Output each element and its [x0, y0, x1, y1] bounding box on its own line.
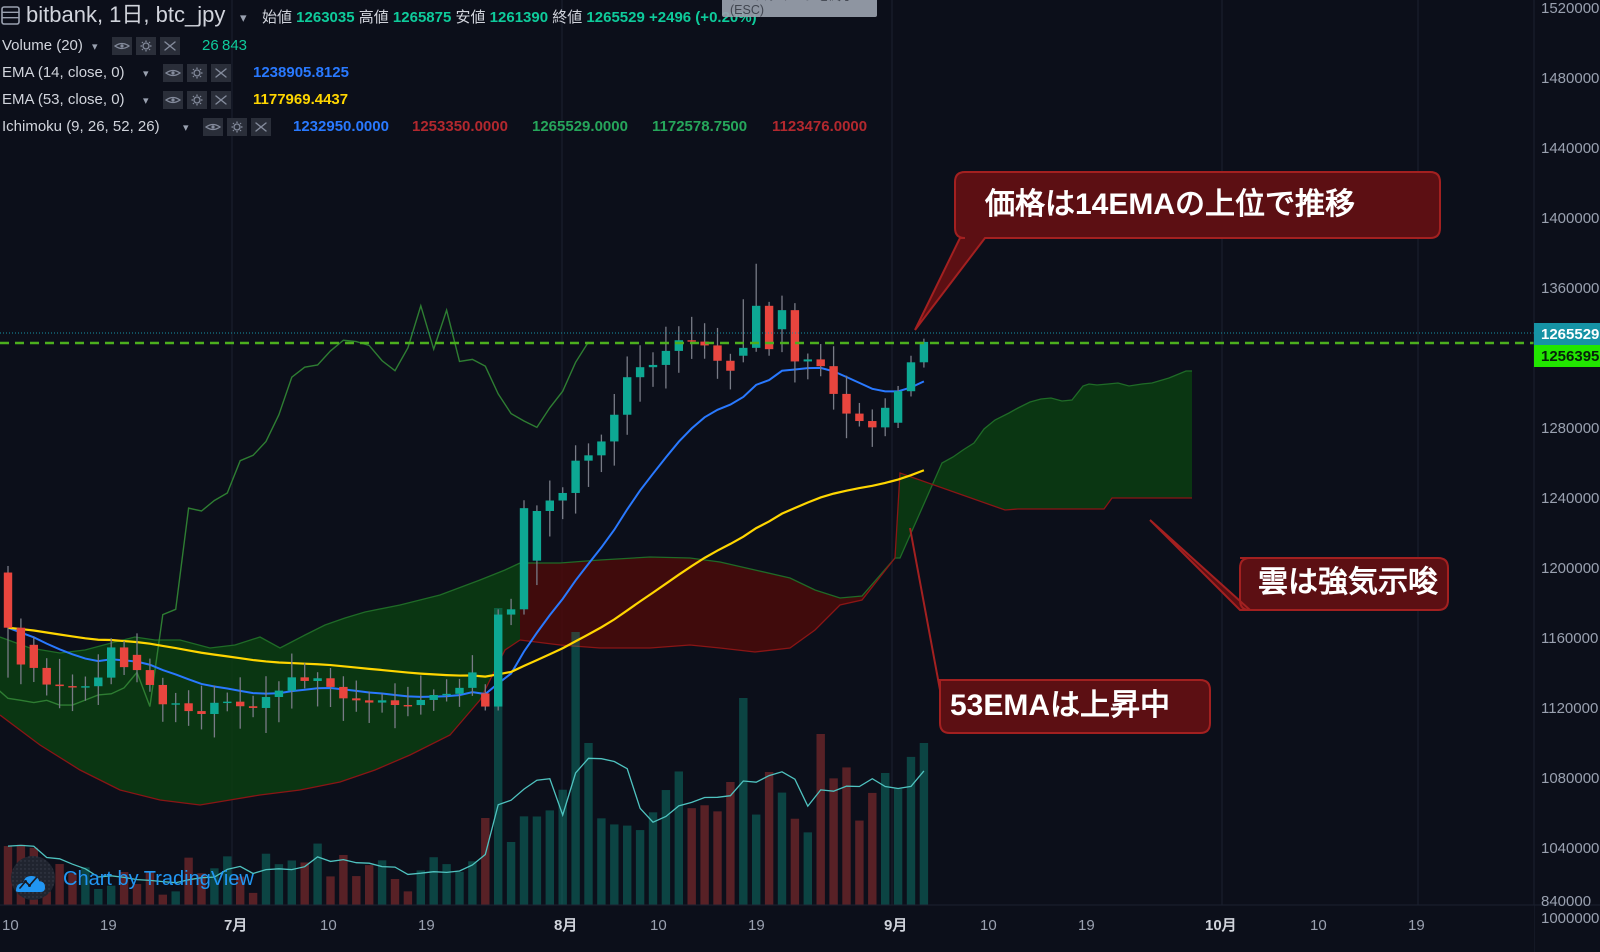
svg-text:1256395: 1256395 — [1541, 348, 1599, 365]
svg-text:10: 10 — [2, 917, 19, 934]
svg-text:10: 10 — [980, 917, 997, 934]
svg-text:1360000: 1360000 — [1541, 280, 1599, 297]
svg-text:価格は14EMAの上位で推移: 価格は14EMAの上位で推移 — [984, 187, 1355, 221]
svg-text:▾: ▾ — [183, 122, 189, 134]
svg-text:1080000: 1080000 — [1541, 770, 1599, 787]
svg-text:1253350.0000: 1253350.0000 — [412, 118, 508, 135]
svg-text:1238905.8125: 1238905.8125 — [253, 64, 349, 81]
svg-text:(ESC): (ESC) — [730, 3, 764, 17]
svg-text:10: 10 — [1310, 917, 1327, 934]
svg-text:bitbank, 1日, btc_jpy: bitbank, 1日, btc_jpy — [26, 2, 225, 27]
svg-text:1160000: 1160000 — [1541, 630, 1598, 647]
svg-text:▾: ▾ — [143, 68, 149, 80]
svg-text:1440000: 1440000 — [1541, 140, 1599, 157]
svg-text:▾: ▾ — [143, 95, 149, 107]
svg-text:EMA (53, close, 0): EMA (53, close, 0) — [2, 91, 125, 108]
svg-text:26: 26 — [202, 37, 219, 54]
svg-text:1123476.0000: 1123476.0000 — [772, 118, 867, 135]
svg-text:1240000: 1240000 — [1541, 490, 1599, 507]
svg-text:雲は強気示唆: 雲は強気示唆 — [1258, 565, 1439, 599]
svg-text:Ichimoku (9, 26, 52, 26): Ichimoku (9, 26, 52, 26) — [2, 118, 160, 135]
svg-text:始値 1263035 高値 1265875 安値: 始値 1263035 高値 1265875 安値 1261390 終値 1265… — [262, 9, 757, 26]
svg-text:19: 19 — [1408, 917, 1425, 934]
svg-text:▾: ▾ — [240, 10, 247, 25]
svg-text:10: 10 — [650, 917, 667, 934]
svg-text:19: 19 — [100, 917, 117, 934]
svg-text:10: 10 — [320, 917, 337, 934]
svg-text:1280000: 1280000 — [1541, 420, 1599, 437]
svg-text:Chart by TradingView: Chart by TradingView — [63, 868, 254, 890]
svg-text:1265529: 1265529 — [1541, 326, 1599, 343]
svg-text:10月: 10月 — [1205, 917, 1237, 934]
svg-text:9月: 9月 — [884, 917, 907, 934]
svg-text:1480000: 1480000 — [1541, 70, 1599, 87]
svg-text:1400000: 1400000 — [1541, 210, 1599, 227]
svg-text:19: 19 — [418, 917, 435, 934]
svg-text:▾: ▾ — [92, 41, 98, 53]
svg-text:1000000: 1000000 — [1541, 910, 1599, 927]
svg-text:1200000: 1200000 — [1541, 560, 1599, 577]
svg-text:7月: 7月 — [224, 917, 247, 934]
svg-text:8月: 8月 — [554, 917, 577, 934]
svg-text:1232950.0000: 1232950.0000 — [293, 118, 389, 135]
svg-text:1265529.0000: 1265529.0000 — [532, 118, 628, 135]
svg-text:19: 19 — [1078, 917, 1095, 934]
svg-text:840000: 840000 — [1541, 893, 1591, 910]
svg-text:EMA (14, close, 0): EMA (14, close, 0) — [2, 64, 125, 81]
svg-text:19: 19 — [748, 917, 765, 934]
svg-text:1520000: 1520000 — [1541, 0, 1599, 17]
svg-text:53EMAは上昇中: 53EMAは上昇中 — [950, 689, 1170, 722]
svg-text:1172578.7500: 1172578.7500 — [652, 118, 747, 135]
svg-text:843: 843 — [222, 37, 247, 54]
svg-text:Volume (20): Volume (20) — [2, 37, 83, 54]
svg-text:1177969.4437: 1177969.4437 — [253, 91, 348, 108]
svg-text:1040000: 1040000 — [1541, 840, 1599, 857]
svg-text:1120000: 1120000 — [1541, 700, 1598, 717]
